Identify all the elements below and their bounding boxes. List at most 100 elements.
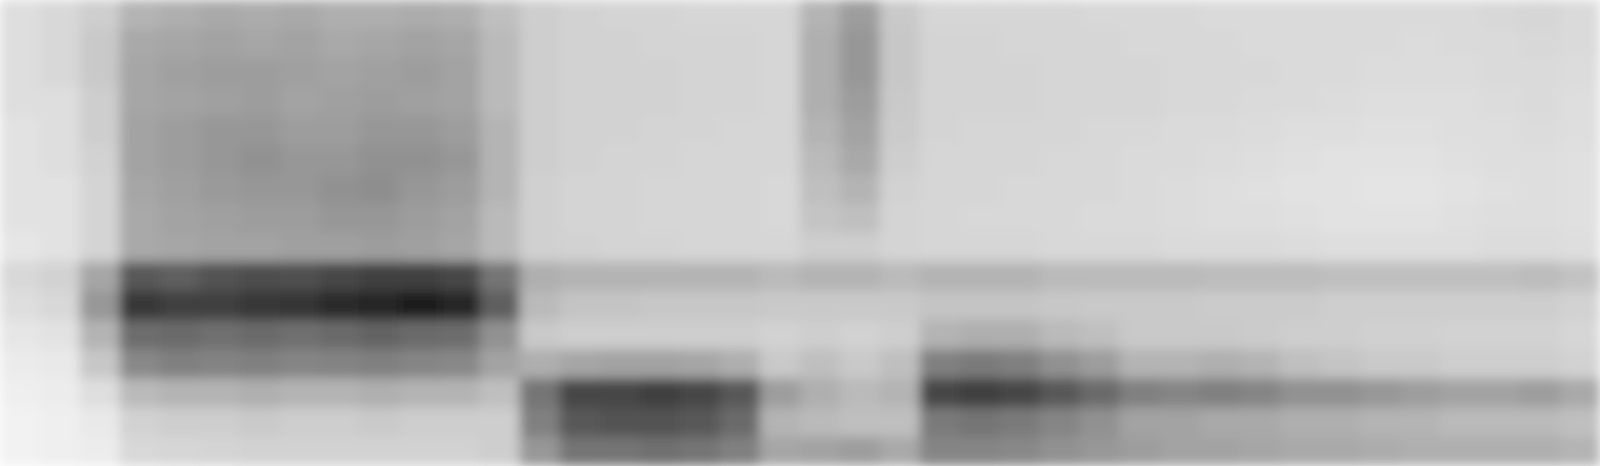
- cell: [79, 407, 120, 438]
- cell: [1000, 58, 1041, 88]
- cell: [1080, 58, 1121, 88]
- cell: [919, 262, 960, 292]
- cell: [1480, 87, 1521, 118]
- cell: [240, 87, 281, 118]
- cell: [1560, 233, 1600, 263]
- cell: [720, 437, 761, 466]
- cell: [1120, 233, 1161, 263]
- cell: [800, 320, 840, 351]
- cell: [1560, 320, 1600, 351]
- cell: [1200, 379, 1240, 409]
- cell: [1520, 291, 1561, 321]
- cell: [1160, 145, 1200, 176]
- cell: [919, 349, 960, 380]
- cell: [760, 379, 800, 409]
- cell: [280, 29, 321, 59]
- cell: [79, 174, 120, 205]
- cell: [1440, 379, 1481, 409]
- cell: [0, 349, 40, 380]
- cell: [479, 262, 520, 292]
- cell: [760, 233, 800, 263]
- cell: [320, 407, 361, 438]
- cell: [119, 437, 160, 466]
- cell: [200, 320, 241, 351]
- cell: [1359, 87, 1400, 118]
- cell: [720, 87, 761, 118]
- cell: [720, 291, 761, 321]
- cell: [1440, 291, 1481, 321]
- cell: [519, 58, 560, 88]
- cell: [680, 204, 721, 234]
- cell: [400, 407, 440, 438]
- cell: [800, 116, 840, 146]
- cell: [159, 58, 200, 88]
- cell: [1200, 58, 1240, 88]
- cell: [1200, 174, 1240, 205]
- cell: [800, 204, 840, 234]
- cell: [119, 174, 160, 205]
- cell: [640, 437, 681, 466]
- cell: [320, 174, 361, 205]
- cell: [240, 437, 281, 466]
- cell: [919, 291, 960, 321]
- cell: [280, 58, 321, 88]
- cell: [0, 233, 40, 263]
- cell: [1239, 349, 1280, 380]
- cell: [959, 349, 1000, 380]
- cell: [1319, 437, 1360, 466]
- cell: [1279, 0, 1320, 30]
- cell: [839, 87, 880, 118]
- cell: [159, 349, 200, 380]
- cell: [600, 29, 641, 59]
- cell: [879, 87, 920, 118]
- cell: [119, 204, 160, 234]
- cell: [519, 437, 560, 466]
- cell: [600, 262, 641, 292]
- cell: [439, 233, 480, 263]
- cell: [159, 29, 200, 59]
- cell: [919, 29, 960, 59]
- cell: [119, 291, 160, 321]
- cell: [760, 407, 800, 438]
- cell: [680, 0, 721, 30]
- cell: [479, 174, 520, 205]
- cell: [320, 291, 361, 321]
- cell: [479, 437, 520, 466]
- cell: [439, 204, 480, 234]
- cell: [919, 379, 960, 409]
- cell: [1200, 0, 1240, 30]
- cell: [1560, 349, 1600, 380]
- cell: [519, 291, 560, 321]
- cell: [680, 29, 721, 59]
- cell: [0, 116, 40, 146]
- cell: [1520, 320, 1561, 351]
- cell: [800, 58, 840, 88]
- cell: [1200, 291, 1240, 321]
- cell: [0, 291, 40, 321]
- cell: [1080, 0, 1121, 30]
- cell: [79, 116, 120, 146]
- cell: [959, 29, 1000, 59]
- cell: [1440, 407, 1481, 438]
- cell: [760, 87, 800, 118]
- cell: [1279, 58, 1320, 88]
- cell: [1520, 204, 1561, 234]
- cell: [1239, 87, 1280, 118]
- cell: [79, 0, 120, 30]
- cell: [79, 58, 120, 88]
- cell: [320, 437, 361, 466]
- cell: [919, 58, 960, 88]
- cell: [519, 204, 560, 234]
- cell: [79, 291, 120, 321]
- cell: [200, 291, 241, 321]
- cell: [1040, 116, 1081, 146]
- cell: [1160, 379, 1200, 409]
- cell: [559, 379, 600, 409]
- cell: [1200, 407, 1240, 438]
- cell: [959, 291, 1000, 321]
- cell: [320, 379, 361, 409]
- cell: [519, 29, 560, 59]
- cell: [1319, 87, 1360, 118]
- cell: [1359, 0, 1400, 30]
- cell: [1040, 320, 1081, 351]
